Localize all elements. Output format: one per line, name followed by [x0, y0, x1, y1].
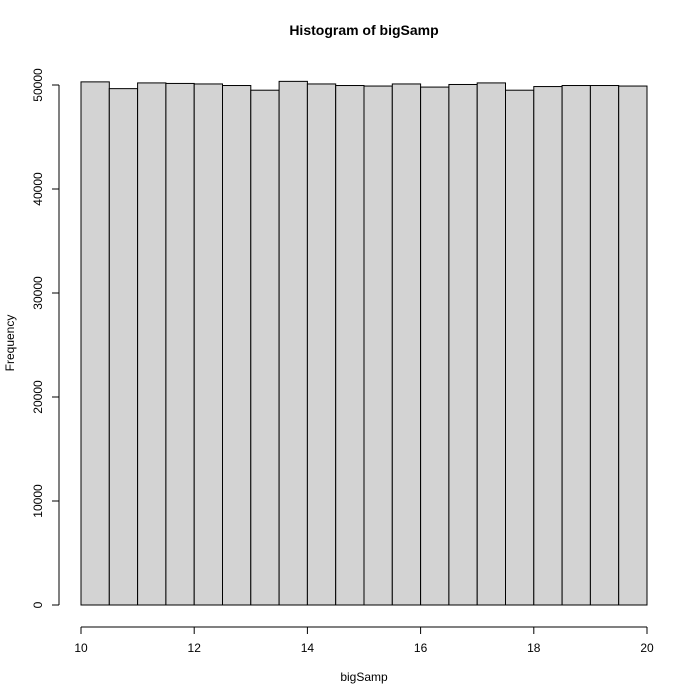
x-tick-label: 10	[74, 641, 88, 655]
y-tick-label: 10000	[31, 484, 45, 518]
x-tick-label: 16	[414, 641, 428, 655]
histogram-bar	[80, 81, 110, 606]
x-tick-label: 14	[301, 641, 315, 655]
histogram-bar	[561, 85, 591, 606]
histogram-bar	[108, 88, 139, 606]
y-tick-label: 40000	[31, 172, 45, 206]
x-axis-label: bigSamp	[340, 670, 388, 684]
histogram-bar	[165, 82, 195, 606]
x-tick-label: 12	[188, 641, 202, 655]
histogram-bar	[250, 89, 280, 606]
histogram-bar	[448, 83, 478, 606]
histogram-bar	[137, 82, 167, 606]
histogram-bar	[278, 80, 308, 606]
histogram-bar	[391, 83, 422, 606]
y-tick-label: 20000	[31, 380, 45, 414]
histogram-bar	[476, 82, 507, 606]
histogram-bar	[618, 85, 648, 606]
y-tick-label: 50000	[31, 68, 45, 102]
histogram-bar	[505, 89, 535, 606]
x-tick-label: 18	[527, 641, 541, 655]
histogram-bar	[533, 86, 563, 606]
histogram-bar	[306, 83, 337, 606]
histogram-bar	[222, 85, 252, 606]
histogram-bar	[363, 85, 393, 606]
histogram-bar	[335, 85, 365, 606]
y-tick-label: 0	[31, 601, 45, 608]
histogram-bar	[193, 83, 223, 606]
chart-title: Histogram of bigSamp	[289, 22, 438, 38]
histogram-bar	[420, 86, 450, 606]
y-tick-label: 30000	[31, 276, 45, 310]
histogram-bar	[589, 85, 620, 606]
bars-group	[80, 80, 648, 606]
y-axis: 0 10000 20000 30000 40000 50000	[31, 68, 60, 608]
x-tick-label: 20	[640, 641, 654, 655]
x-axis: 10 12 14 16 18 20	[74, 626, 654, 655]
y-axis-label: Frequency	[3, 315, 17, 372]
